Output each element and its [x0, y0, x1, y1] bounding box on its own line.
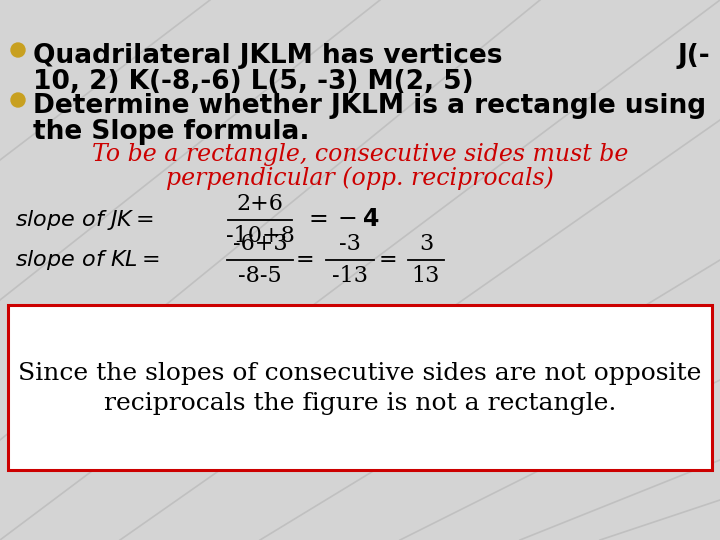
Text: $\mathit{slope\ of\ KL} =$: $\mathit{slope\ of\ KL} =$	[15, 248, 160, 272]
Text: 2+6: 2+6	[237, 193, 284, 215]
Circle shape	[11, 93, 25, 107]
Text: Quadrilateral JKLM has vertices: Quadrilateral JKLM has vertices	[33, 43, 503, 69]
Text: $= -\mathbf{4}$: $= -\mathbf{4}$	[304, 208, 379, 232]
Text: reciprocals the figure is not a rectangle.: reciprocals the figure is not a rectangl…	[104, 392, 616, 415]
Text: To be a rectangle, consecutive sides must be: To be a rectangle, consecutive sides mus…	[92, 144, 628, 166]
Text: -6+3: -6+3	[233, 233, 287, 255]
Text: Determine whether JKLM is a rectangle using: Determine whether JKLM is a rectangle us…	[33, 93, 706, 119]
Text: 13: 13	[412, 265, 440, 287]
Text: -3: -3	[339, 233, 361, 255]
Text: -13: -13	[332, 265, 368, 287]
Text: $\mathit{slope\ of\ JK} =$: $\mathit{slope\ of\ JK} =$	[15, 208, 154, 232]
Text: Since the slopes of consecutive sides are not opposite: Since the slopes of consecutive sides ar…	[18, 362, 702, 385]
Text: -10+8: -10+8	[225, 225, 294, 247]
Text: J(-: J(-	[678, 43, 710, 69]
Text: 3: 3	[419, 233, 433, 255]
Text: =: =	[296, 249, 315, 271]
Circle shape	[11, 43, 25, 57]
Text: 10, 2) K(-8,-6) L(5, -3) M(2, 5): 10, 2) K(-8,-6) L(5, -3) M(2, 5)	[33, 69, 474, 95]
Text: the Slope formula.: the Slope formula.	[33, 119, 310, 145]
Text: -8-5: -8-5	[238, 265, 282, 287]
FancyBboxPatch shape	[8, 305, 712, 470]
Text: perpendicular (opp. reciprocals): perpendicular (opp. reciprocals)	[166, 166, 554, 190]
Text: =: =	[379, 249, 397, 271]
